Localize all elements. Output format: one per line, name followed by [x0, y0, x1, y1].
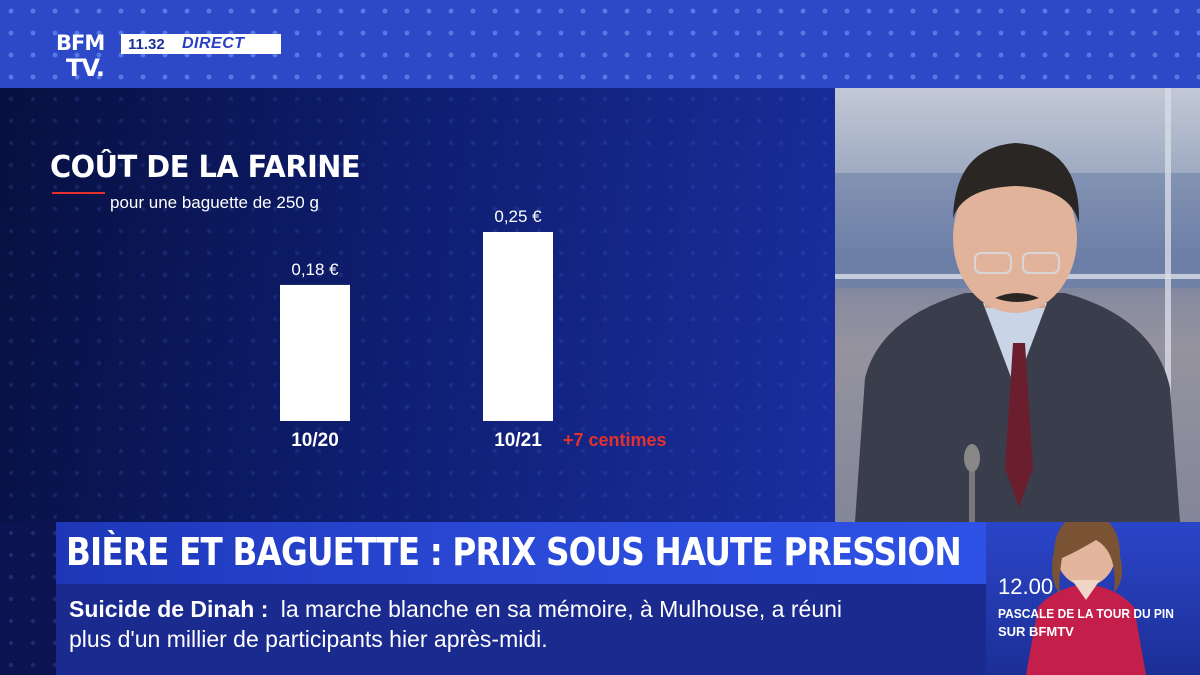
- ticker-text-1: la marche blanche en sa mémoire, à Mulho…: [280, 596, 843, 622]
- clock-time: 11.32: [128, 35, 165, 53]
- next-program-channel: SUR BFMTV: [998, 624, 1074, 639]
- ticker-line-1: Suicide de Dinah : la marche blanche en …: [69, 596, 842, 623]
- next-program-time: 12.00: [998, 574, 1054, 599]
- ticker-label: Suicide de Dinah :: [69, 596, 269, 622]
- left-strip: [0, 522, 56, 675]
- ticker-line-2: plus d'un millier de participants hier a…: [69, 626, 548, 652]
- next-program-name: PASCALE DE LA TOUR DU PIN: [998, 606, 1174, 621]
- logo-bottom-text: TV.: [66, 54, 105, 82]
- chart-subtitle: pour une baguette de 250 g: [110, 193, 319, 212]
- studio-presenter-image: [835, 88, 1200, 522]
- next-program-panel: 12.00 PASCALE DE LA TOUR DU PIN SUR BFMT…: [986, 522, 1200, 675]
- chart-panel: [0, 88, 835, 522]
- channel-logo: BFM TV.: [56, 33, 116, 85]
- logo-top-text: BFM: [56, 31, 105, 55]
- headline-text: BIÈRE ET BAGUETTE : PRIX SOUS HAUTE PRES…: [66, 530, 962, 574]
- live-label: DIRECT: [182, 35, 245, 52]
- top-band: [0, 0, 1200, 88]
- chart-title: COÛT DE LA FARINE: [50, 150, 361, 185]
- news-ticker: Suicide de Dinah : la marche blanche en …: [56, 584, 986, 675]
- headline-banner: BIÈRE ET BAGUETTE : PRIX SOUS HAUTE PRES…: [56, 522, 986, 584]
- host-portrait: [1026, 522, 1146, 675]
- clock-live-badge: 11.32 DIRECT: [121, 34, 281, 54]
- title-rule: [52, 192, 105, 194]
